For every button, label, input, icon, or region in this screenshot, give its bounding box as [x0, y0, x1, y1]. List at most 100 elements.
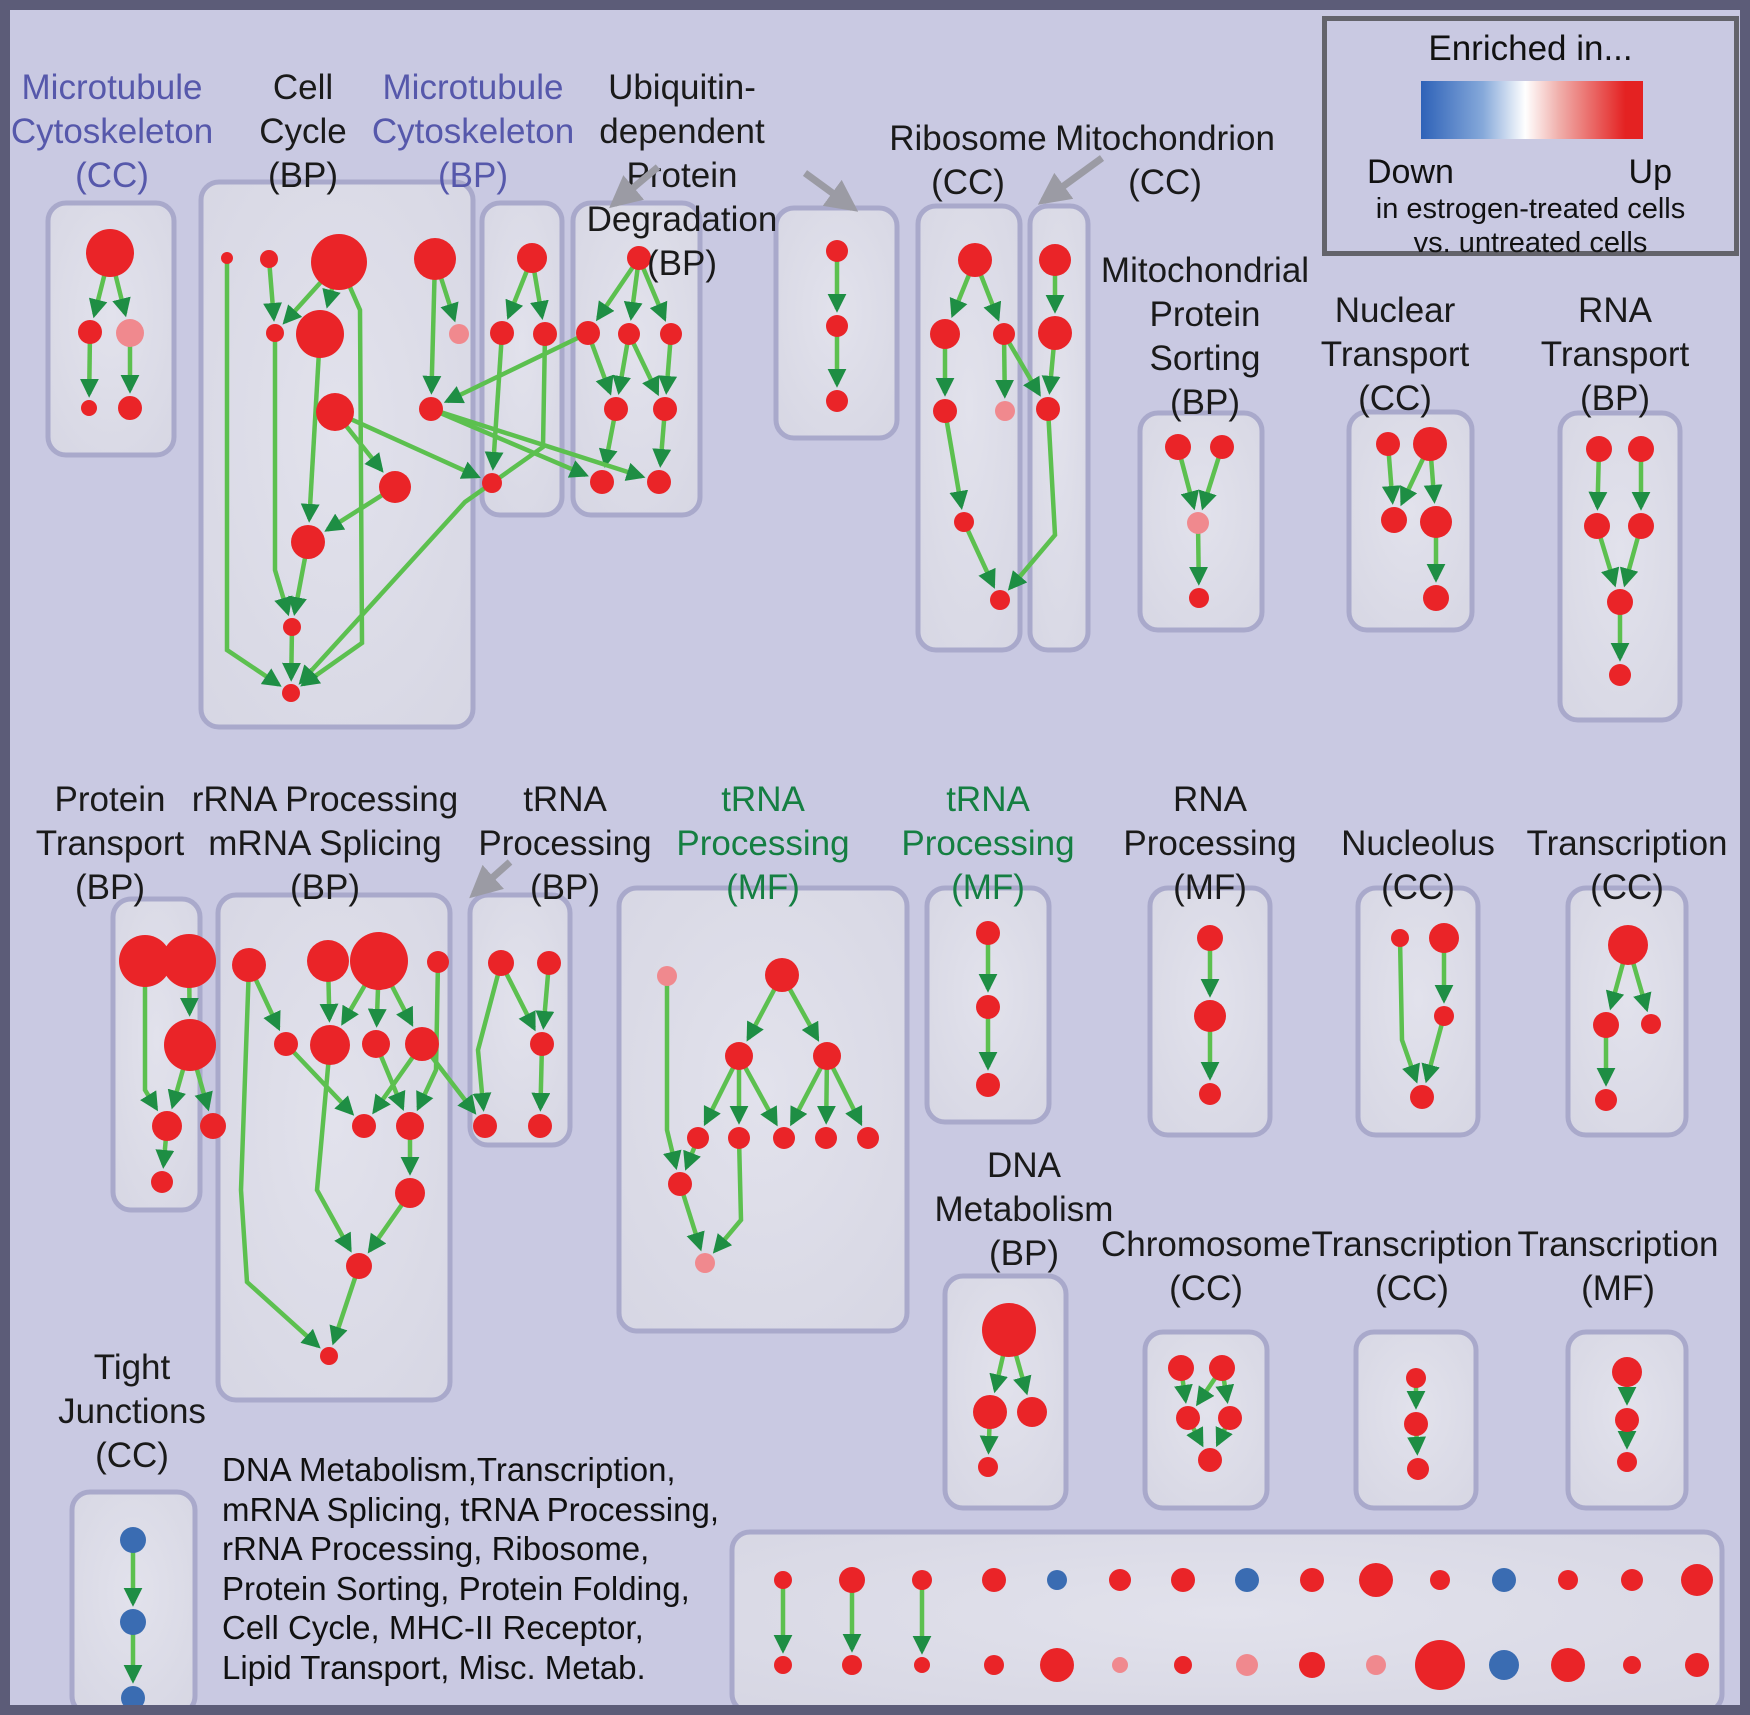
rna-transport-bp-label: RNA Transport (BP) [1541, 291, 1690, 418]
microtubule-cytoskeleton-cc-node-1 [78, 320, 102, 344]
transcription-cc-node-1 [1593, 1012, 1619, 1038]
transcription-cc-node-3 [1595, 1089, 1617, 1111]
ribosome-cc-node-5 [954, 512, 974, 532]
cell-cycle-bp-node-4 [266, 324, 284, 342]
misc-line: mRNA Splicing, tRNA Processing, [222, 1490, 720, 1528]
misc-terms-node-11 [1492, 1568, 1516, 1592]
misc-terms-node-23 [1299, 1652, 1325, 1678]
rna-transport-bp-node-4 [1607, 589, 1633, 615]
microtubule-cytoskeleton-cc-node-3 [81, 400, 97, 416]
misc-line: Cell Cycle, MHC-II Receptor, [222, 1609, 644, 1646]
nucleolus-cc-node-3 [1410, 1085, 1434, 1109]
microtubule-cytoskeleton-bp-edge-2 [484, 332, 505, 471]
misc-terms-node-26 [1489, 1650, 1519, 1680]
cell-cycle-bp-edge-10 [272, 333, 293, 617]
rrna-processing-mrna-splicing-bp-node-10 [395, 1178, 425, 1208]
misc-terms-node-1 [839, 1567, 865, 1593]
mitochondrial-protein-sorting-bp-node-3 [1189, 588, 1209, 608]
rrna-processing-mrna-splicing-bp-node-7 [405, 1027, 439, 1061]
rrna-processing-mrna-splicing-bp-node-5 [310, 1025, 350, 1065]
ribosome-cc-node-2 [993, 323, 1015, 345]
rna-transport-bp-node-2 [1584, 513, 1610, 539]
ubiquitin-degradation-bp-2-node-1 [826, 315, 848, 337]
protein-transport-bp-edge-4 [140, 961, 159, 1112]
trna-processing-bp-node-2 [530, 1032, 554, 1056]
mitochondrion-cc-node-1 [1038, 316, 1072, 350]
ribosome-cc-edge-4 [942, 410, 969, 510]
nuclear-transport-cc-node-0 [1376, 432, 1400, 456]
rrna-processing-mrna-splicing-bp-edge-11 [416, 961, 441, 1112]
transcription-mf-label: Transcription (MF) [1518, 1225, 1719, 1308]
chromosome-cc-node-2 [1176, 1406, 1200, 1430]
misc-terms-node-14 [1681, 1564, 1713, 1596]
microtubule-cytoskeleton-cc-node-2 [116, 319, 144, 347]
misc-terms-node-27 [1551, 1648, 1585, 1682]
rrna-processing-mrna-splicing-bp-node-9 [396, 1112, 424, 1140]
cell-cycle-bp-node-2 [311, 234, 367, 290]
rna-transport-bp-node-1 [1628, 436, 1654, 462]
cell-cycle-bp-node-0 [221, 252, 233, 264]
trna-processing-mf-1-node-1 [765, 958, 799, 992]
ubiquitin-degradation-bp-2-node-2 [826, 390, 848, 412]
legend-box: Enriched in... Down Up in estrogen-treat… [1322, 16, 1739, 259]
nuclear-transport-cc-node-2 [1381, 507, 1407, 533]
misc-terms-node-17 [914, 1657, 930, 1673]
trna-processing-mf-1-box [616, 885, 910, 1334]
trna-processing-mf-1-node-8 [857, 1127, 879, 1149]
ribosome-cc-node-0 [958, 243, 992, 277]
label-pointer-arrow-0 [609, 164, 661, 209]
transcription-cc-2-node-0 [1406, 1368, 1426, 1388]
microtubule-cytoskeleton-bp-node-3 [482, 473, 502, 493]
trna-processing-mf-1-node-0 [657, 966, 677, 986]
mitochondrial-protein-sorting-bp-node-0 [1165, 434, 1191, 460]
misc-terms-node-6 [1171, 1568, 1195, 1592]
tight-junctions-cc-node-1 [120, 1609, 146, 1635]
trna-processing-mf-1-node-3 [813, 1042, 841, 1070]
transcription-cc-node-0 [1608, 925, 1648, 965]
go-network-diagram: Microtubule Cytoskeleton (CC) Cell Cycle (BP)… [11, 68, 1728, 1705]
transcription-mf-node-0 [1612, 1357, 1642, 1387]
cell-cycle-bp-label: Cell Cycle (BP) [259, 68, 347, 195]
trna-processing-mf-2-node-1 [976, 995, 1000, 1019]
nucleolus-cc-node-1 [1429, 923, 1459, 953]
chromosome-cc-node-4 [1198, 1448, 1222, 1472]
cell-cycle-bp-edge-4 [422, 258, 442, 395]
rrna-processing-mrna-splicing-bp-node-6 [362, 1030, 390, 1058]
trna-processing-bp-edge-3 [472, 962, 504, 1112]
chromosome-cc-box [1142, 1329, 1270, 1511]
cell-cycle-bp-node-3 [414, 238, 456, 280]
protein-transport-bp-node-5 [151, 1171, 173, 1193]
chromosome-cc-node-1 [1209, 1355, 1235, 1381]
chromosome-cc-node-0 [1168, 1355, 1194, 1381]
cell-cycle-bp-node-6 [449, 324, 469, 344]
trna-processing-bp-node-3 [473, 1114, 497, 1138]
tight-junctions-cc-label: Tight Junctions (CC) [58, 1348, 206, 1475]
legend-gradient-bar [1421, 81, 1643, 139]
cross-edge-3 [430, 406, 589, 478]
mitochondrion-cc-node-0 [1039, 244, 1071, 276]
transcription-mf-node-1 [1615, 1408, 1639, 1432]
misc-terms-node-12 [1558, 1570, 1578, 1590]
ubiquitin-degradation-bp-node-0 [627, 246, 651, 270]
cell-cycle-bp-edge-5 [300, 333, 323, 523]
microtubule-cytoskeleton-cc-node-0 [86, 229, 134, 277]
cell-cycle-bp-node-11 [283, 618, 301, 636]
trna-processing-mf-2-node-2 [976, 1073, 1000, 1097]
rrna-processing-mrna-splicing-bp-node-12 [320, 1347, 338, 1365]
protein-transport-bp-label: Protein Transport (BP) [36, 780, 185, 907]
misc-terms-node-5 [1109, 1569, 1131, 1591]
cell-cycle-bp-node-1 [260, 250, 278, 268]
trna-processing-bp-label: tRNA Processing (BP) [478, 780, 651, 907]
ribosome-cc-edge-5 [961, 521, 996, 589]
rna-transport-bp-box [1557, 410, 1683, 723]
rrna-processing-mrna-splicing-bp-node-0 [232, 948, 266, 982]
trna-processing-bp-node-4 [528, 1114, 552, 1138]
cell-cycle-bp-edge-11 [224, 258, 282, 687]
transcription-cc-node-2 [1641, 1014, 1661, 1034]
mitochondrion-cc-box [1027, 203, 1091, 653]
microtubule-cytoskeleton-cc-node-4 [118, 396, 142, 420]
misc-line: Protein Sorting, Protein Folding, [222, 1569, 690, 1607]
transcription-mf-node-2 [1617, 1452, 1637, 1472]
cross-edge-4 [430, 406, 646, 481]
protein-transport-bp-node-0 [119, 935, 171, 987]
